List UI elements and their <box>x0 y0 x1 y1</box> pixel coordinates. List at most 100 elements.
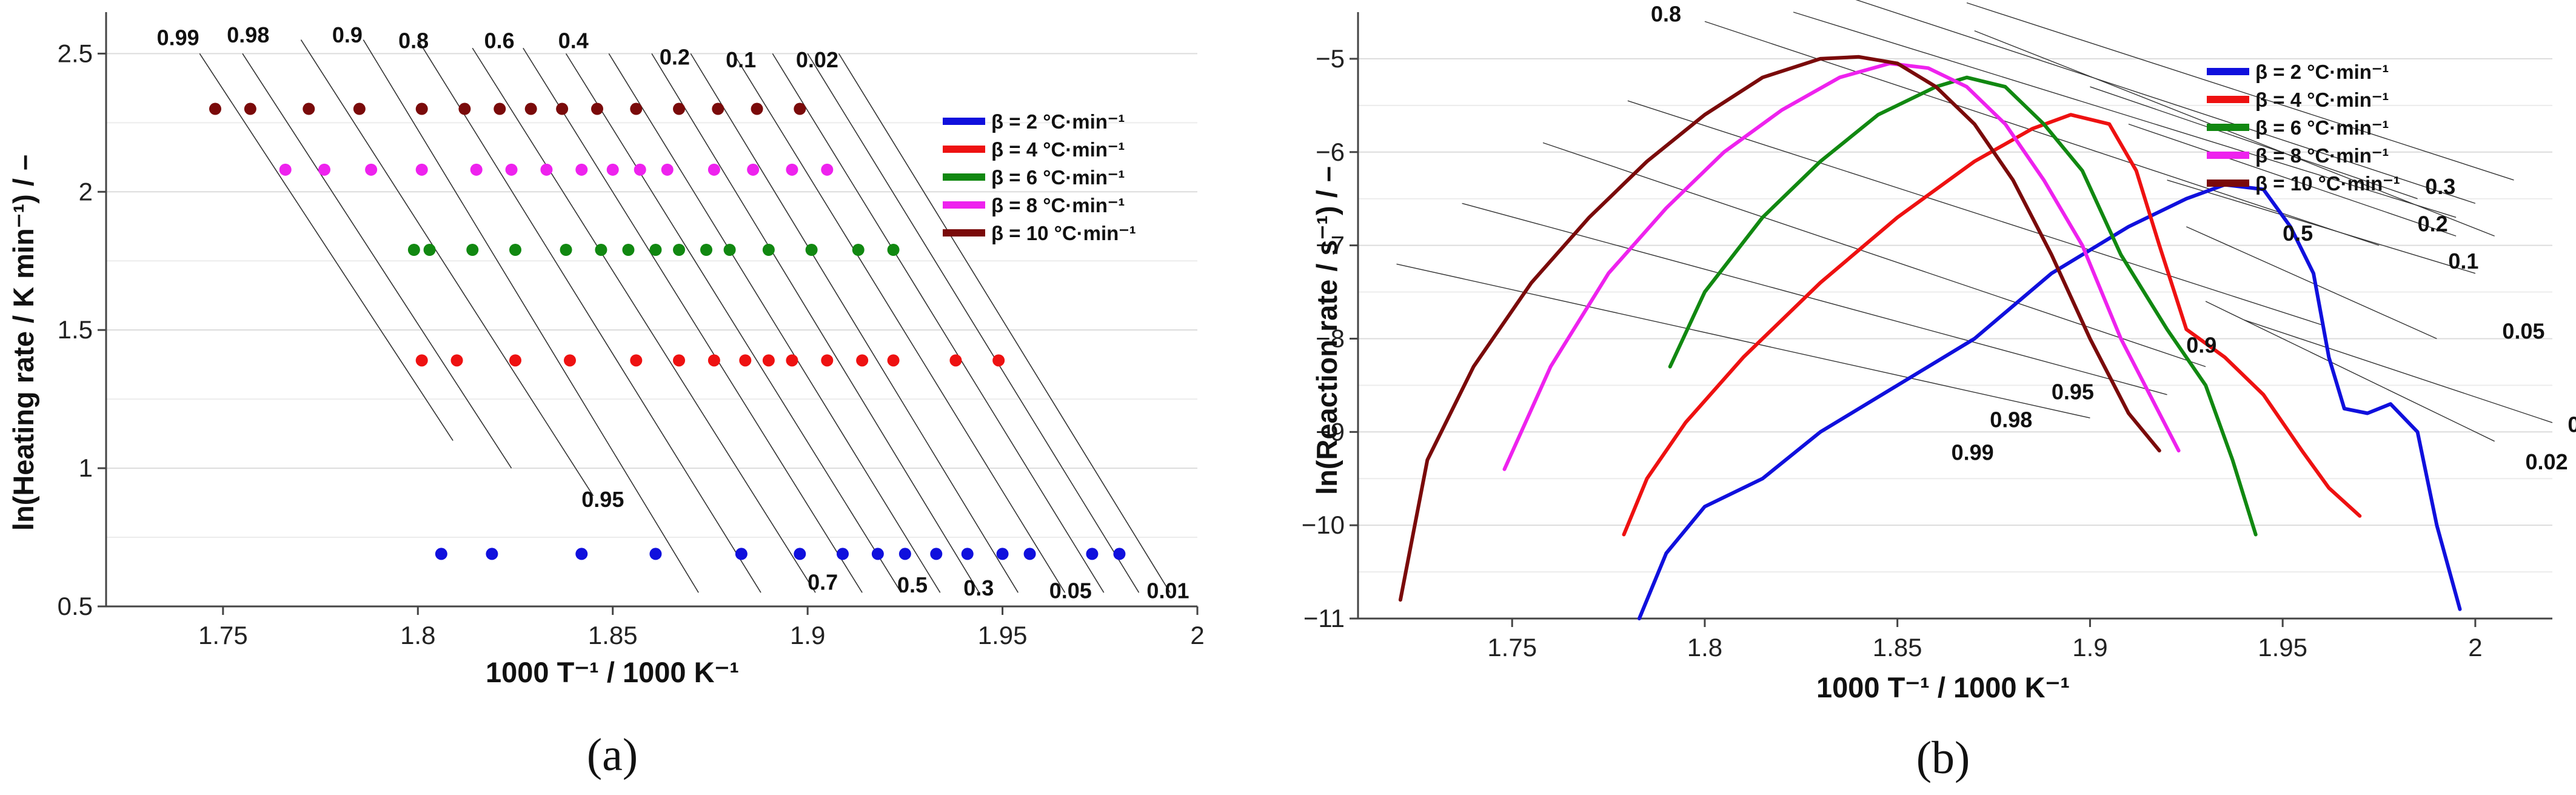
y-tick-label: −9 <box>1316 417 1345 446</box>
data-point <box>634 163 646 176</box>
y-tick-label: 2.5 <box>58 39 93 67</box>
data-point <box>930 548 943 560</box>
legend-entry-label: β = 10 °C·min⁻¹ <box>2255 172 2400 195</box>
isoconversion-line-0.6 <box>1855 0 2476 204</box>
x-tick-label: 1.85 <box>1873 633 1922 662</box>
panel-a-isoconversion-lines <box>199 39 1171 593</box>
y-tick-label: −5 <box>1316 44 1345 73</box>
isoconversion-label: 0.98 <box>227 22 269 47</box>
data-point <box>509 354 521 367</box>
isoconversion-line-0.7 <box>472 47 816 593</box>
panel-a: 1.75 1.8 1.85 1.9 1.95 20.511.522.5 0.99 0.98 0… <box>7 12 1205 780</box>
isoconversion-label: 0.95 <box>2052 379 2094 404</box>
data-point <box>606 163 619 176</box>
isoconversion-label: 0.8 <box>398 28 429 53</box>
data-point <box>805 244 818 256</box>
panel-b-x-axis-label: 1000 T⁻¹ / 1000 K⁻¹ <box>1816 671 2070 703</box>
panel-b-axes <box>1357 12 2552 620</box>
data-point <box>762 354 775 367</box>
isoconversion-label: 0.7 <box>808 570 838 595</box>
data-point <box>661 163 674 176</box>
isoconversion-line-0.5 <box>1974 30 2495 236</box>
isoconversion-label: 0.8 <box>1651 1 1681 26</box>
data-point <box>470 163 483 176</box>
data-point <box>996 548 1009 560</box>
isoconversion-label: 0.2 <box>2418 212 2448 236</box>
isoconversion-line-0.98 <box>242 53 512 469</box>
data-point <box>318 163 330 176</box>
legend-entry-label: β = 6 °C·min⁻¹ <box>2255 116 2389 139</box>
y-tick-label: 1.5 <box>58 315 93 344</box>
data-point <box>898 548 911 560</box>
panel-a-plot-area <box>106 12 1197 606</box>
data-point <box>852 244 865 256</box>
x-tick-label: 1.8 <box>400 621 435 649</box>
data-point <box>992 354 1005 367</box>
isoconversion-line-0.3 <box>651 53 980 593</box>
isoconversion-label: 0.02 <box>2526 449 2568 474</box>
data-point <box>209 102 221 115</box>
isoconversion-line-0.99 <box>199 53 453 441</box>
isoconversion-line-0.02 <box>2205 301 2495 442</box>
panel-b: 1.75 1.8 1.85 1.9 1.95 2 −11 −10 −9 −8 −7 −6 −5 0.8 0… <box>1302 0 2576 783</box>
data-point <box>821 163 834 176</box>
panel-b-caption: (b) <box>1916 733 1970 783</box>
x-tick-label: 1.75 <box>1487 633 1537 662</box>
x-tick-label: 1.95 <box>978 621 1028 649</box>
y-tick-label: 0.5 <box>58 592 93 620</box>
isoconversion-label: 0.3 <box>963 575 994 600</box>
legend-entry-label: β = 4 °C·min⁻¹ <box>2255 89 2389 111</box>
data-point <box>887 354 900 367</box>
isoconversion-label: 0.02 <box>796 47 838 72</box>
isoconversion-line-0.01 <box>2244 320 2553 423</box>
data-point <box>407 244 420 256</box>
data-point <box>415 354 428 367</box>
x-tick-label: 1.95 <box>2258 633 2307 662</box>
data-point <box>575 163 588 176</box>
isoconversion-label: 0.4 <box>558 28 589 53</box>
data-point <box>751 102 763 115</box>
data-point <box>595 244 607 256</box>
data-point <box>524 102 537 115</box>
isoconversion-label: 0.1 <box>2448 249 2478 273</box>
data-point <box>949 354 962 367</box>
data-point <box>821 354 834 367</box>
data-point <box>1113 548 1126 560</box>
legend-entry-label: β = 2 °C·min⁻¹ <box>2255 61 2389 83</box>
data-point <box>673 354 685 367</box>
legend-entry-label: β = 4 °C·min⁻¹ <box>991 138 1125 161</box>
data-point <box>415 163 428 176</box>
panel-b-rate-curves <box>1398 55 2462 620</box>
data-point <box>723 244 736 256</box>
data-point <box>1086 548 1099 560</box>
panel-b-legend: β = 2 °C·min⁻¹ β = 4 °C·min⁻¹ β = 6 °C·min… <box>2207 61 2400 195</box>
data-point <box>735 548 748 560</box>
isoconversion-label: 0.6 <box>484 28 515 53</box>
isoconversion-line-0.5 <box>565 53 902 593</box>
isoconversion-line-0.1 <box>2167 179 2476 274</box>
isoconversion-line-0.6 <box>523 47 863 593</box>
isoconversion-label: 0.5 <box>2283 221 2313 246</box>
data-point <box>630 102 643 115</box>
isoconversion-label: 0.3 <box>2425 174 2455 199</box>
panel-b-isoconversion-lines <box>1396 0 2553 442</box>
panel-b-plot-area <box>1358 12 2552 619</box>
x-tick-label: 1.9 <box>790 621 825 649</box>
legend-entry-label: β = 8 °C·min⁻¹ <box>2255 144 2389 167</box>
data-point <box>1023 548 1036 560</box>
panel-b-y-axis-label: ln(Reaction rate / s⁻¹) / – <box>1311 166 1343 495</box>
series-line <box>1668 75 2258 537</box>
panel-b-ticks: 1.75 1.8 1.85 1.9 1.95 2 −11 −10 −9 −8 −7 −6 −5 <box>1302 44 2483 662</box>
isoconversion-line-0.3 <box>2090 86 2418 200</box>
isoconversion-label: 0.01 <box>1146 578 1189 603</box>
y-tick-label: −8 <box>1316 324 1345 352</box>
data-point <box>794 102 806 115</box>
data-point <box>708 163 720 176</box>
series-line <box>1398 55 2161 602</box>
x-tick-label: 1.8 <box>1687 633 1722 662</box>
isoconversion-line-0.4 <box>1966 2 2514 181</box>
data-point <box>353 102 366 115</box>
data-point <box>450 354 463 367</box>
data-point <box>591 102 603 115</box>
isoconversion-label: 0.98 <box>1990 408 2032 432</box>
